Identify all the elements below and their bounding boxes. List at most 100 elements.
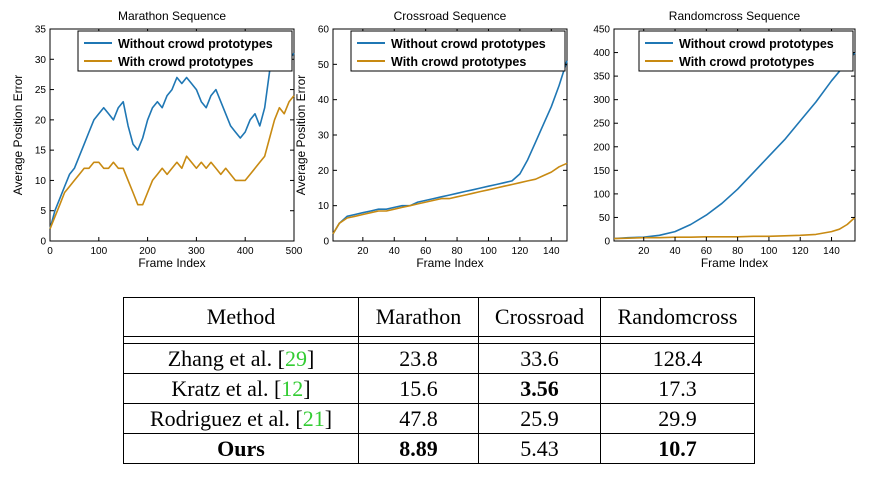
y-tick-label: 25 [35, 85, 47, 96]
value-cell: 128.4 [600, 343, 755, 374]
x-tick-label: 140 [543, 246, 560, 257]
x-tick-label: 200 [139, 246, 156, 257]
x-tick-label: 20 [638, 246, 650, 257]
y-tick-label: 350 [593, 72, 610, 83]
value-cell: 5.43 [478, 433, 601, 464]
x-tick-label: 80 [452, 246, 464, 257]
header-marathon: Marathon [358, 297, 479, 337]
citation-link[interactable]: 29 [284, 345, 307, 371]
citation-link[interactable]: 12 [281, 375, 304, 401]
x-tick-label: 20 [357, 246, 369, 257]
legend-label: With crowd prototypes [118, 55, 253, 69]
y-tick-label: 200 [593, 142, 610, 153]
y-tick-label: 300 [593, 95, 610, 106]
value-cell: 15.6 [358, 373, 479, 404]
legend-box [638, 30, 854, 72]
table-header-row: Method Marathon Crossroad Randomcross [123, 297, 755, 337]
y-tick-label: 0 [604, 237, 610, 248]
y-tick-label: 0 [40, 237, 46, 248]
x-tick-label: 60 [420, 246, 432, 257]
table-row: Kratz et al. [12] 15.6 3.56 17.3 [123, 373, 755, 404]
value-cell: 10.7 [600, 433, 755, 464]
header-randomcross: Randomcross [600, 297, 755, 337]
series-line-without-prototypes [613, 52, 856, 240]
y-tick-label: 20 [318, 166, 330, 177]
results-table: Method Marathon Crossroad Randomcross Zh… [123, 297, 755, 464]
value-cell: 17.3 [600, 373, 755, 404]
table-row: Rodriguez et al. [21] 47.8 25.9 29.9 [123, 403, 755, 434]
chart-title: Randomcross Sequence [669, 9, 801, 23]
value-cell: 23.8 [358, 343, 479, 374]
x-tick-label: 40 [669, 246, 681, 257]
x-tick-label: 60 [701, 246, 713, 257]
y-tick-label: 30 [318, 131, 330, 142]
x-axis-label: Frame Index [416, 256, 483, 270]
x-tick-label: 400 [237, 246, 254, 257]
y-tick-label: 10 [318, 201, 330, 212]
y-tick-label: 250 [593, 119, 610, 130]
y-axis-label: Average Position Error [294, 75, 308, 196]
y-tick-label: 50 [599, 213, 611, 224]
x-axis-label: Frame Index [701, 256, 768, 270]
legend-box [350, 30, 566, 72]
y-tick-label: 60 [318, 25, 330, 36]
x-tick-label: 140 [823, 246, 840, 257]
method-name: Rodriguez et al. [149, 405, 290, 431]
value-cell: 29.9 [600, 403, 755, 434]
header-method: Method [123, 297, 359, 337]
value-cell: 47.8 [358, 403, 479, 434]
value-cell: 3.56 [478, 373, 601, 404]
y-tick-label: 10 [35, 176, 47, 187]
legend-label: Without crowd prototypes [118, 37, 273, 51]
method-cell: Kratz et al. [12] [123, 373, 359, 404]
series-line-without-prototypes [49, 34, 295, 230]
legend-label: Without crowd prototypes [679, 37, 834, 51]
legend-label: Without crowd prototypes [391, 37, 546, 51]
table-row: Ours 8.89 5.43 10.7 [123, 433, 755, 464]
y-tick-label: 5 [40, 206, 46, 217]
y-tick-label: 0 [323, 237, 329, 248]
table-row: Zhang et al. [29] 23.8 33.6 128.4 [123, 343, 755, 374]
citation-link[interactable]: 21 [302, 405, 325, 431]
method-name: Kratz et al. [171, 375, 269, 401]
x-tick-label: 500 [286, 246, 303, 257]
x-tick-label: 0 [47, 246, 53, 257]
method-cell: Ours [123, 433, 359, 464]
legend-box [77, 30, 293, 72]
chart-title: Crossroad Sequence [394, 9, 507, 23]
x-tick-label: 100 [480, 246, 497, 257]
legend-label: With crowd prototypes [391, 55, 526, 69]
y-tick-label: 15 [35, 146, 47, 157]
y-tick-label: 150 [593, 166, 610, 177]
value-cell: 33.6 [478, 343, 601, 374]
value-cell: 25.9 [478, 403, 601, 434]
y-tick-label: 35 [35, 25, 47, 36]
series-line-with-prototypes [613, 216, 856, 240]
y-tick-label: 450 [593, 25, 610, 36]
y-tick-label: 400 [593, 48, 610, 59]
y-tick-label: 100 [593, 189, 610, 200]
y-tick-label: 50 [318, 60, 330, 71]
legend-label: With crowd prototypes [679, 55, 814, 69]
y-axis-label: Average Position Error [11, 75, 25, 196]
series-line-without-prototypes [332, 60, 568, 235]
x-tick-label: 120 [512, 246, 529, 257]
x-tick-label: 40 [389, 246, 401, 257]
y-tick-label: 20 [35, 115, 47, 126]
header-crossroad: Crossroad [478, 297, 601, 337]
chart-title: Marathon Sequence [118, 9, 226, 23]
y-tick-label: 30 [35, 55, 47, 66]
x-tick-label: 80 [732, 246, 744, 257]
series-line-with-prototypes [49, 95, 295, 230]
x-tick-label: 300 [188, 246, 205, 257]
x-tick-label: 100 [761, 246, 778, 257]
method-name: Zhang et al. [167, 345, 273, 371]
value-cell: 8.89 [358, 433, 479, 464]
series-line-with-prototypes [332, 162, 568, 235]
y-tick-label: 40 [318, 95, 330, 106]
x-axis-label: Frame Index [138, 256, 205, 270]
method-cell: Zhang et al. [29] [123, 343, 359, 374]
method-cell: Rodriguez et al. [21] [123, 403, 359, 434]
x-tick-label: 100 [90, 246, 107, 257]
